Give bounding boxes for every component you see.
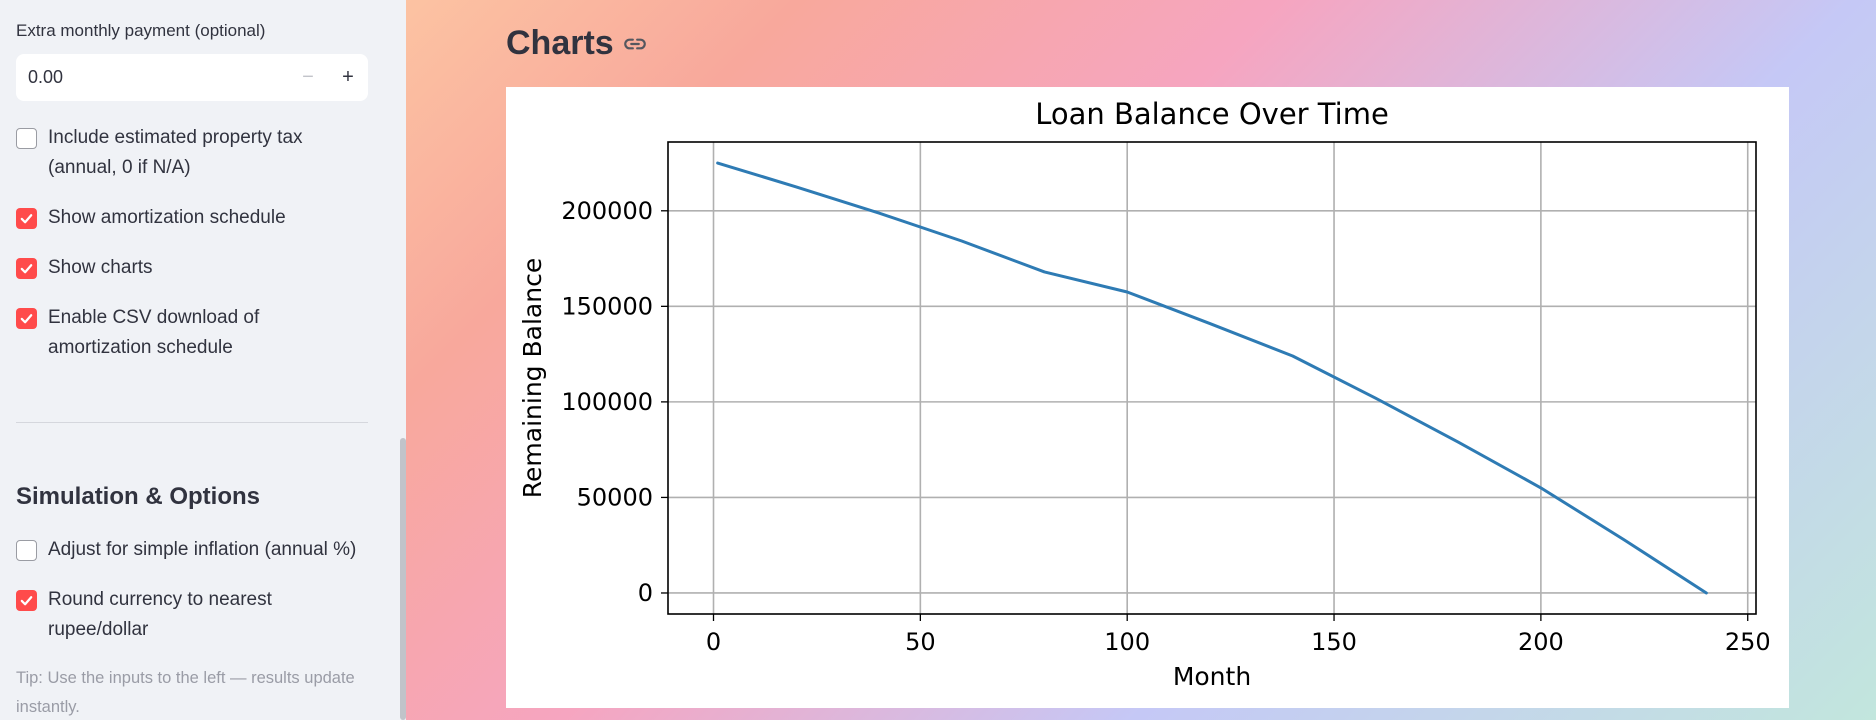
increment-button[interactable]: + (342, 66, 354, 88)
y-tick-label: 0 (638, 579, 653, 607)
decrement-button[interactable]: − (302, 66, 314, 88)
checkbox-label: Show amortization schedule (48, 207, 286, 228)
x-tick-label: 150 (1311, 628, 1357, 656)
checkbox-unchecked[interactable] (16, 128, 37, 149)
page-title: Charts (506, 24, 614, 62)
checkbox-checked[interactable] (16, 208, 37, 229)
sidebar-divider (16, 422, 368, 423)
extra-payment-input[interactable]: 0.00 − + (16, 54, 368, 101)
check-icon (20, 214, 33, 224)
csv-download-checkbox-row[interactable]: Enable CSV download of amortization sche… (16, 307, 361, 363)
extra-payment-label: Extra monthly payment (optional) (16, 21, 266, 40)
x-tick-label: 0 (706, 628, 721, 656)
sidebar-scrollbar[interactable] (400, 438, 406, 720)
sidebar: Extra monthly payment (optional) 0.00 − … (0, 0, 406, 720)
x-tick-label: 100 (1104, 628, 1150, 656)
show-charts-checkbox-row[interactable]: Show charts (16, 257, 153, 283)
property-tax-checkbox-row[interactable]: Include estimated property tax (annual, … (16, 127, 361, 183)
amortization-schedule-checkbox-row[interactable]: Show amortization schedule (16, 207, 286, 233)
section-title: Simulation & Options (16, 483, 260, 510)
check-icon (20, 314, 33, 324)
check-icon (20, 264, 33, 274)
y-tick-label: 100000 (561, 388, 653, 416)
x-tick-label: 200 (1518, 628, 1564, 656)
link-icon[interactable] (622, 31, 648, 57)
checkbox-label: Round currency to nearest rupee/dollar (48, 589, 272, 640)
check-icon (20, 596, 33, 606)
x-tick-label: 50 (905, 628, 936, 656)
chart-title: Loan Balance Over Time (1035, 97, 1389, 131)
x-tick-label: 250 (1725, 628, 1771, 656)
chart-card: 0 50 100 150 200 250 0 50000 100000 150000 200000 L… (506, 87, 1789, 708)
loan-balance-chart: 0 50 100 150 200 250 0 50000 100000 150000 200000 L… (518, 97, 1771, 691)
checkbox-label: Enable CSV download of amortization sche… (48, 307, 260, 358)
round-currency-checkbox-row[interactable]: Round currency to nearest rupee/dollar (16, 589, 316, 645)
page-title-row: Charts (506, 24, 648, 63)
plot-frame (667, 141, 1757, 615)
checkbox-unchecked[interactable] (16, 540, 37, 561)
x-axis-label: Month (1173, 662, 1251, 691)
extra-payment-value[interactable]: 0.00 (28, 67, 64, 87)
checkbox-label: Include estimated property tax (annual, … (48, 127, 303, 178)
tip-text: Tip: Use the inputs to the left — result… (16, 669, 355, 716)
checkbox-checked[interactable] (16, 590, 37, 611)
balance-series-line (716, 161, 1708, 595)
y-tick-label: 150000 (561, 292, 653, 320)
y-axis-label: Remaining Balance (518, 258, 547, 498)
checkbox-checked[interactable] (16, 258, 37, 279)
y-tick-label: 200000 (561, 197, 653, 225)
checkbox-label: Show charts (48, 257, 153, 278)
inflation-checkbox-row[interactable]: Adjust for simple inflation (annual %) (16, 539, 356, 565)
y-tick-label: 50000 (577, 483, 653, 511)
checkbox-checked[interactable] (16, 308, 37, 329)
main-area: Charts 0 50 100 150 200 250 0 50000 100000 150000… (406, 0, 1876, 720)
checkbox-label: Adjust for simple inflation (annual %) (48, 539, 357, 560)
